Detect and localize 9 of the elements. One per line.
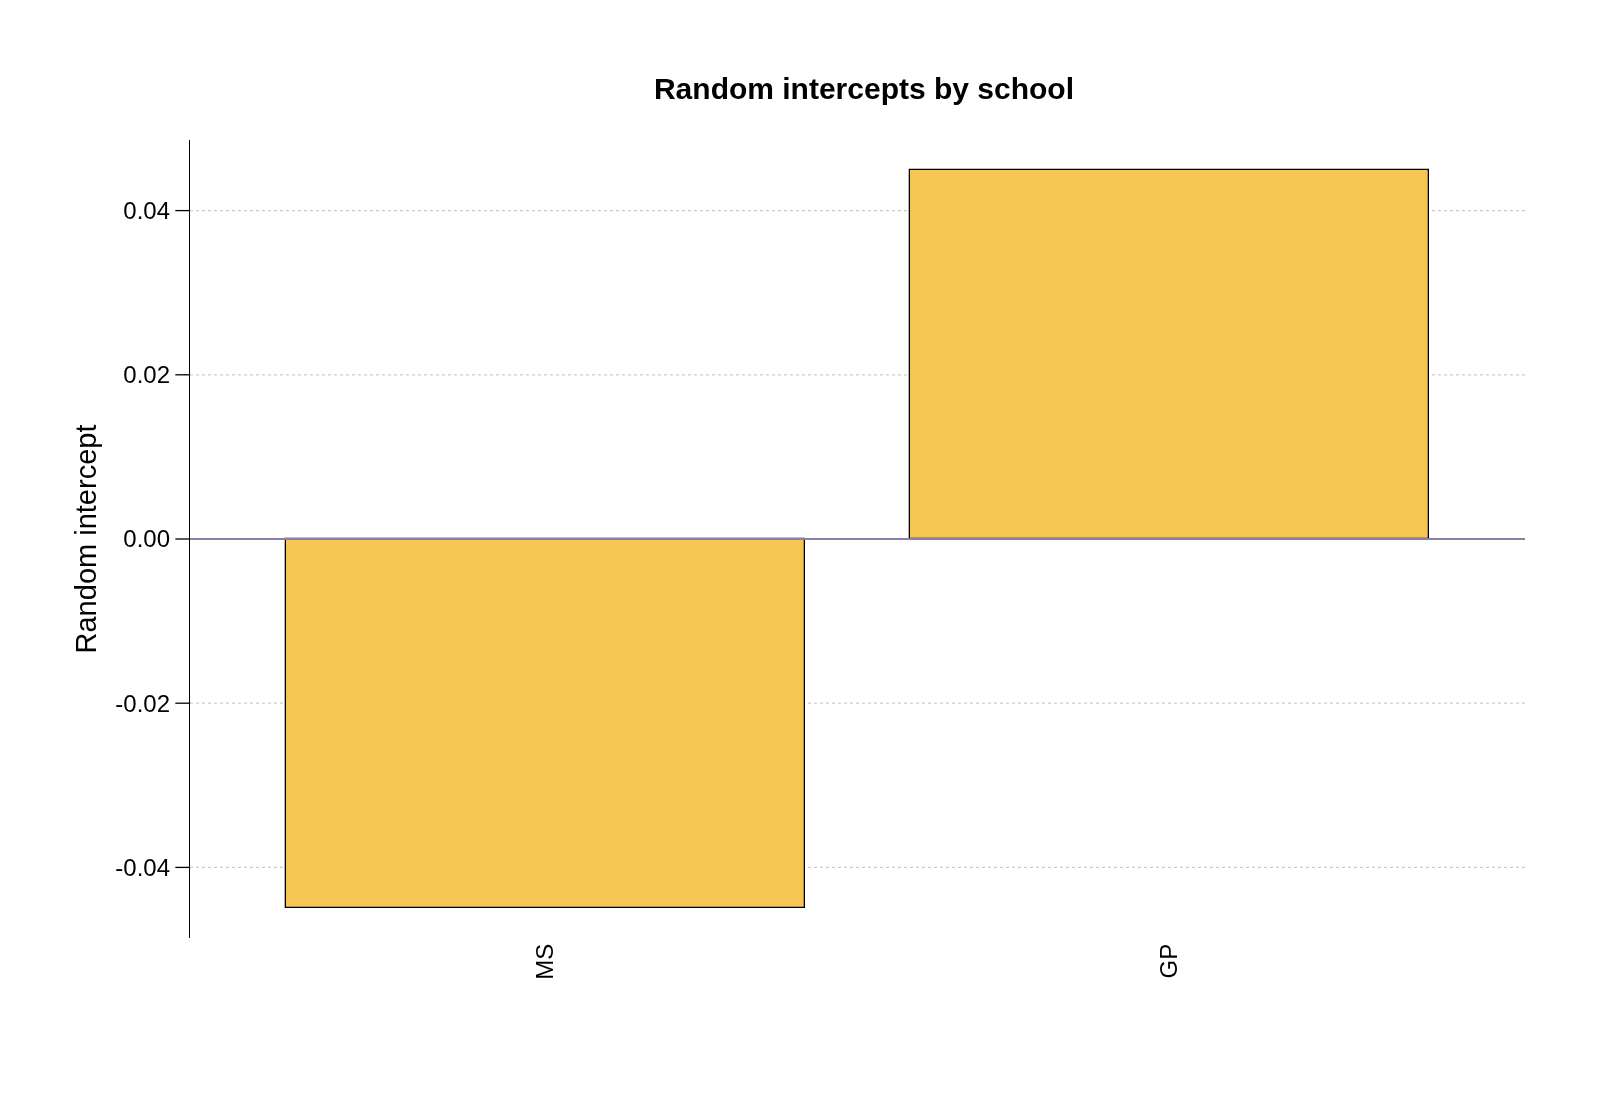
y-axis-title: Random intercept xyxy=(69,424,102,654)
x-tick-label: GP xyxy=(1155,943,1183,979)
x-tick-label: MS xyxy=(531,943,559,980)
y-tick-label: 0.04 xyxy=(123,197,171,224)
chart-title: Random intercepts by school xyxy=(653,71,1075,105)
y-tick-label: -0.04 xyxy=(115,853,171,881)
y-tick-label: -0.02 xyxy=(115,689,171,717)
y-tick-label: 0.02 xyxy=(123,361,171,389)
y-tick-label: 0.00 xyxy=(123,525,171,553)
